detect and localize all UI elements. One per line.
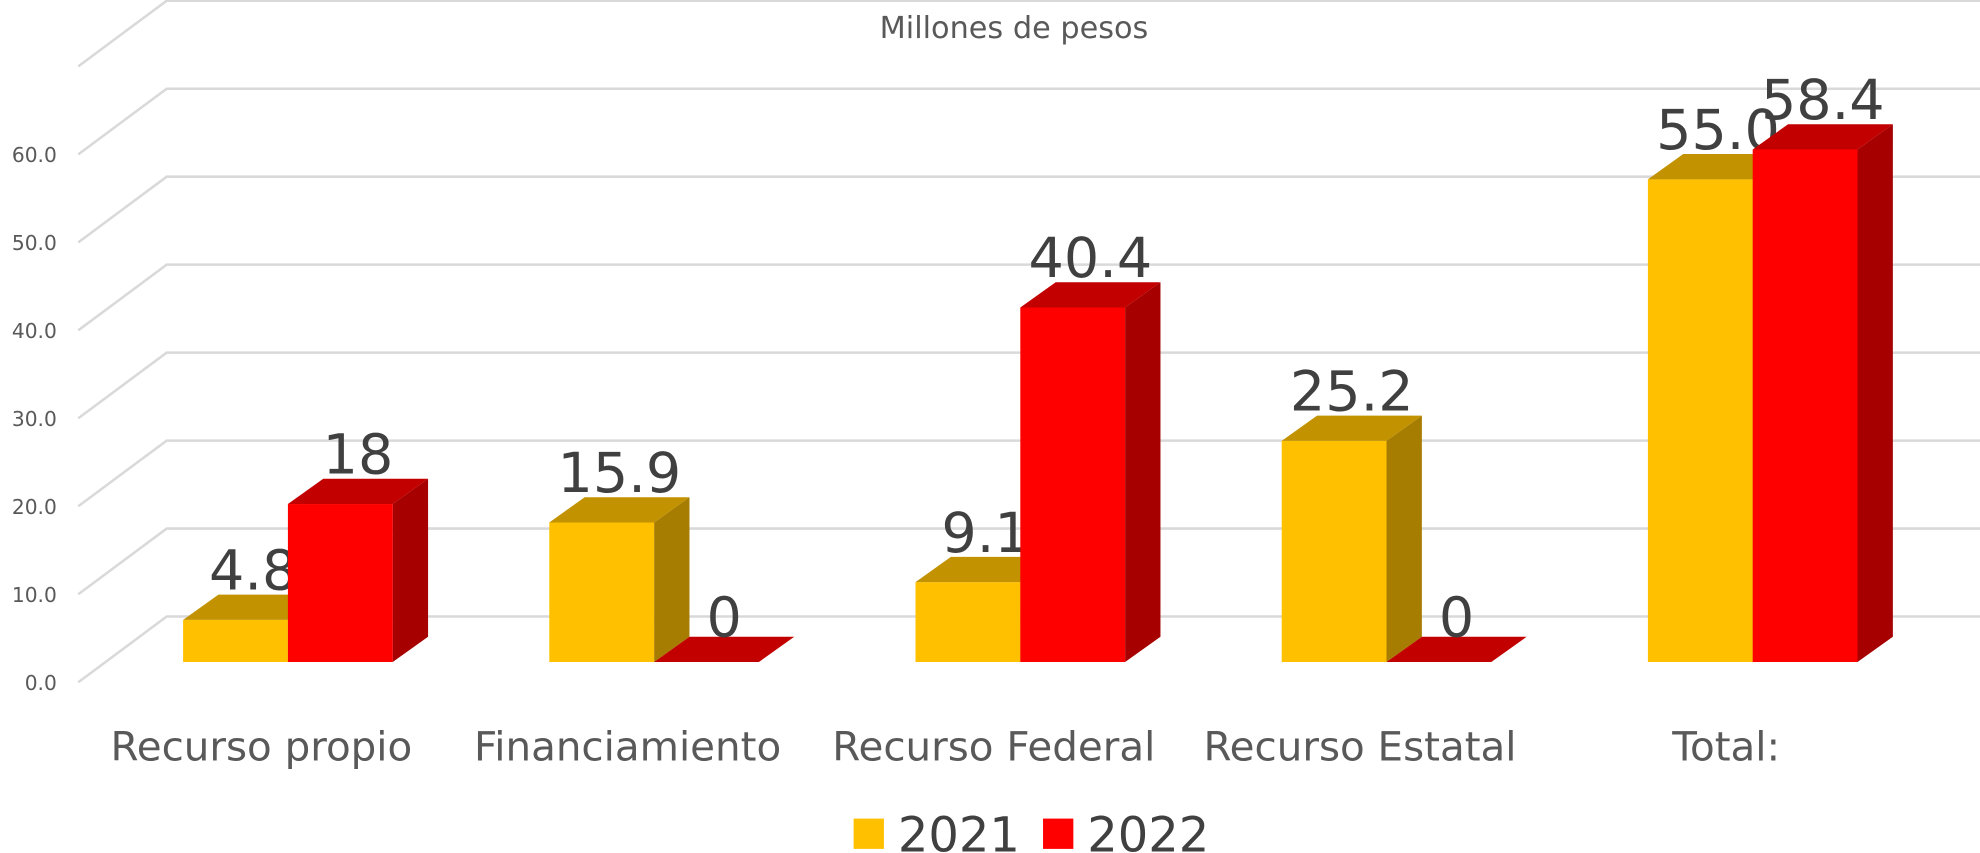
grid-line bbox=[77, 263, 1980, 332]
grid-line bbox=[77, 0, 1980, 68]
bar-top bbox=[1281, 415, 1422, 441]
legend-label: 2022 bbox=[1087, 807, 1209, 853]
x-tick-label: Recurso Federal bbox=[832, 722, 1155, 770]
data-label: 58.4 bbox=[1761, 68, 1885, 133]
data-label: 9.1 bbox=[941, 501, 1029, 566]
bar-top bbox=[1386, 636, 1527, 663]
data-label: 40.4 bbox=[1029, 226, 1153, 291]
bar-front bbox=[1281, 440, 1387, 663]
x-tick-label: Financiamiento bbox=[474, 722, 781, 770]
grid-line bbox=[77, 351, 1980, 420]
bar-top bbox=[654, 636, 795, 663]
x-tick-label: Recurso Estatal bbox=[1203, 722, 1516, 770]
bar-side bbox=[1386, 415, 1422, 663]
data-label: 0 bbox=[707, 586, 742, 651]
bar-front bbox=[1752, 149, 1858, 663]
legend-swatch bbox=[853, 818, 884, 849]
bar-top bbox=[549, 497, 690, 523]
bar-side bbox=[1125, 282, 1161, 663]
bar-front bbox=[549, 522, 655, 663]
bar-side bbox=[1857, 124, 1893, 663]
grid-line bbox=[77, 175, 1980, 244]
y-tick-label: 10.0 bbox=[12, 583, 57, 607]
chart-title: Millones de pesos bbox=[880, 11, 1149, 46]
bar-front bbox=[183, 619, 288, 663]
data-label: 15.9 bbox=[558, 441, 682, 506]
bar-front bbox=[1647, 179, 1753, 663]
data-label: 4.8 bbox=[209, 539, 297, 604]
grid-line bbox=[77, 87, 1980, 156]
x-tick-label: Total: bbox=[1671, 722, 1780, 770]
legend-label: 2021 bbox=[898, 807, 1020, 853]
y-tick-label: 30.0 bbox=[12, 407, 57, 431]
bar-top bbox=[1020, 282, 1161, 308]
y-tick-label: 40.0 bbox=[12, 319, 57, 343]
bar-top bbox=[1752, 124, 1893, 150]
y-tick-label: 0.0 bbox=[25, 671, 57, 695]
x-tick-label: Recurso propio bbox=[111, 722, 413, 770]
bar-front bbox=[1020, 307, 1126, 663]
bar-front bbox=[915, 582, 1021, 663]
data-label: 25.2 bbox=[1290, 360, 1414, 425]
bar-front bbox=[287, 504, 393, 663]
bar-top bbox=[287, 478, 429, 505]
bar-side bbox=[392, 478, 429, 663]
y-tick-label: 20.0 bbox=[12, 495, 57, 519]
bar-side bbox=[654, 497, 690, 663]
data-label: 0 bbox=[1439, 586, 1474, 651]
y-tick-label: 60.0 bbox=[12, 143, 57, 167]
legend-swatch bbox=[1043, 818, 1074, 849]
y-tick-label: 50.0 bbox=[12, 231, 57, 255]
data-label: 18 bbox=[323, 423, 394, 488]
